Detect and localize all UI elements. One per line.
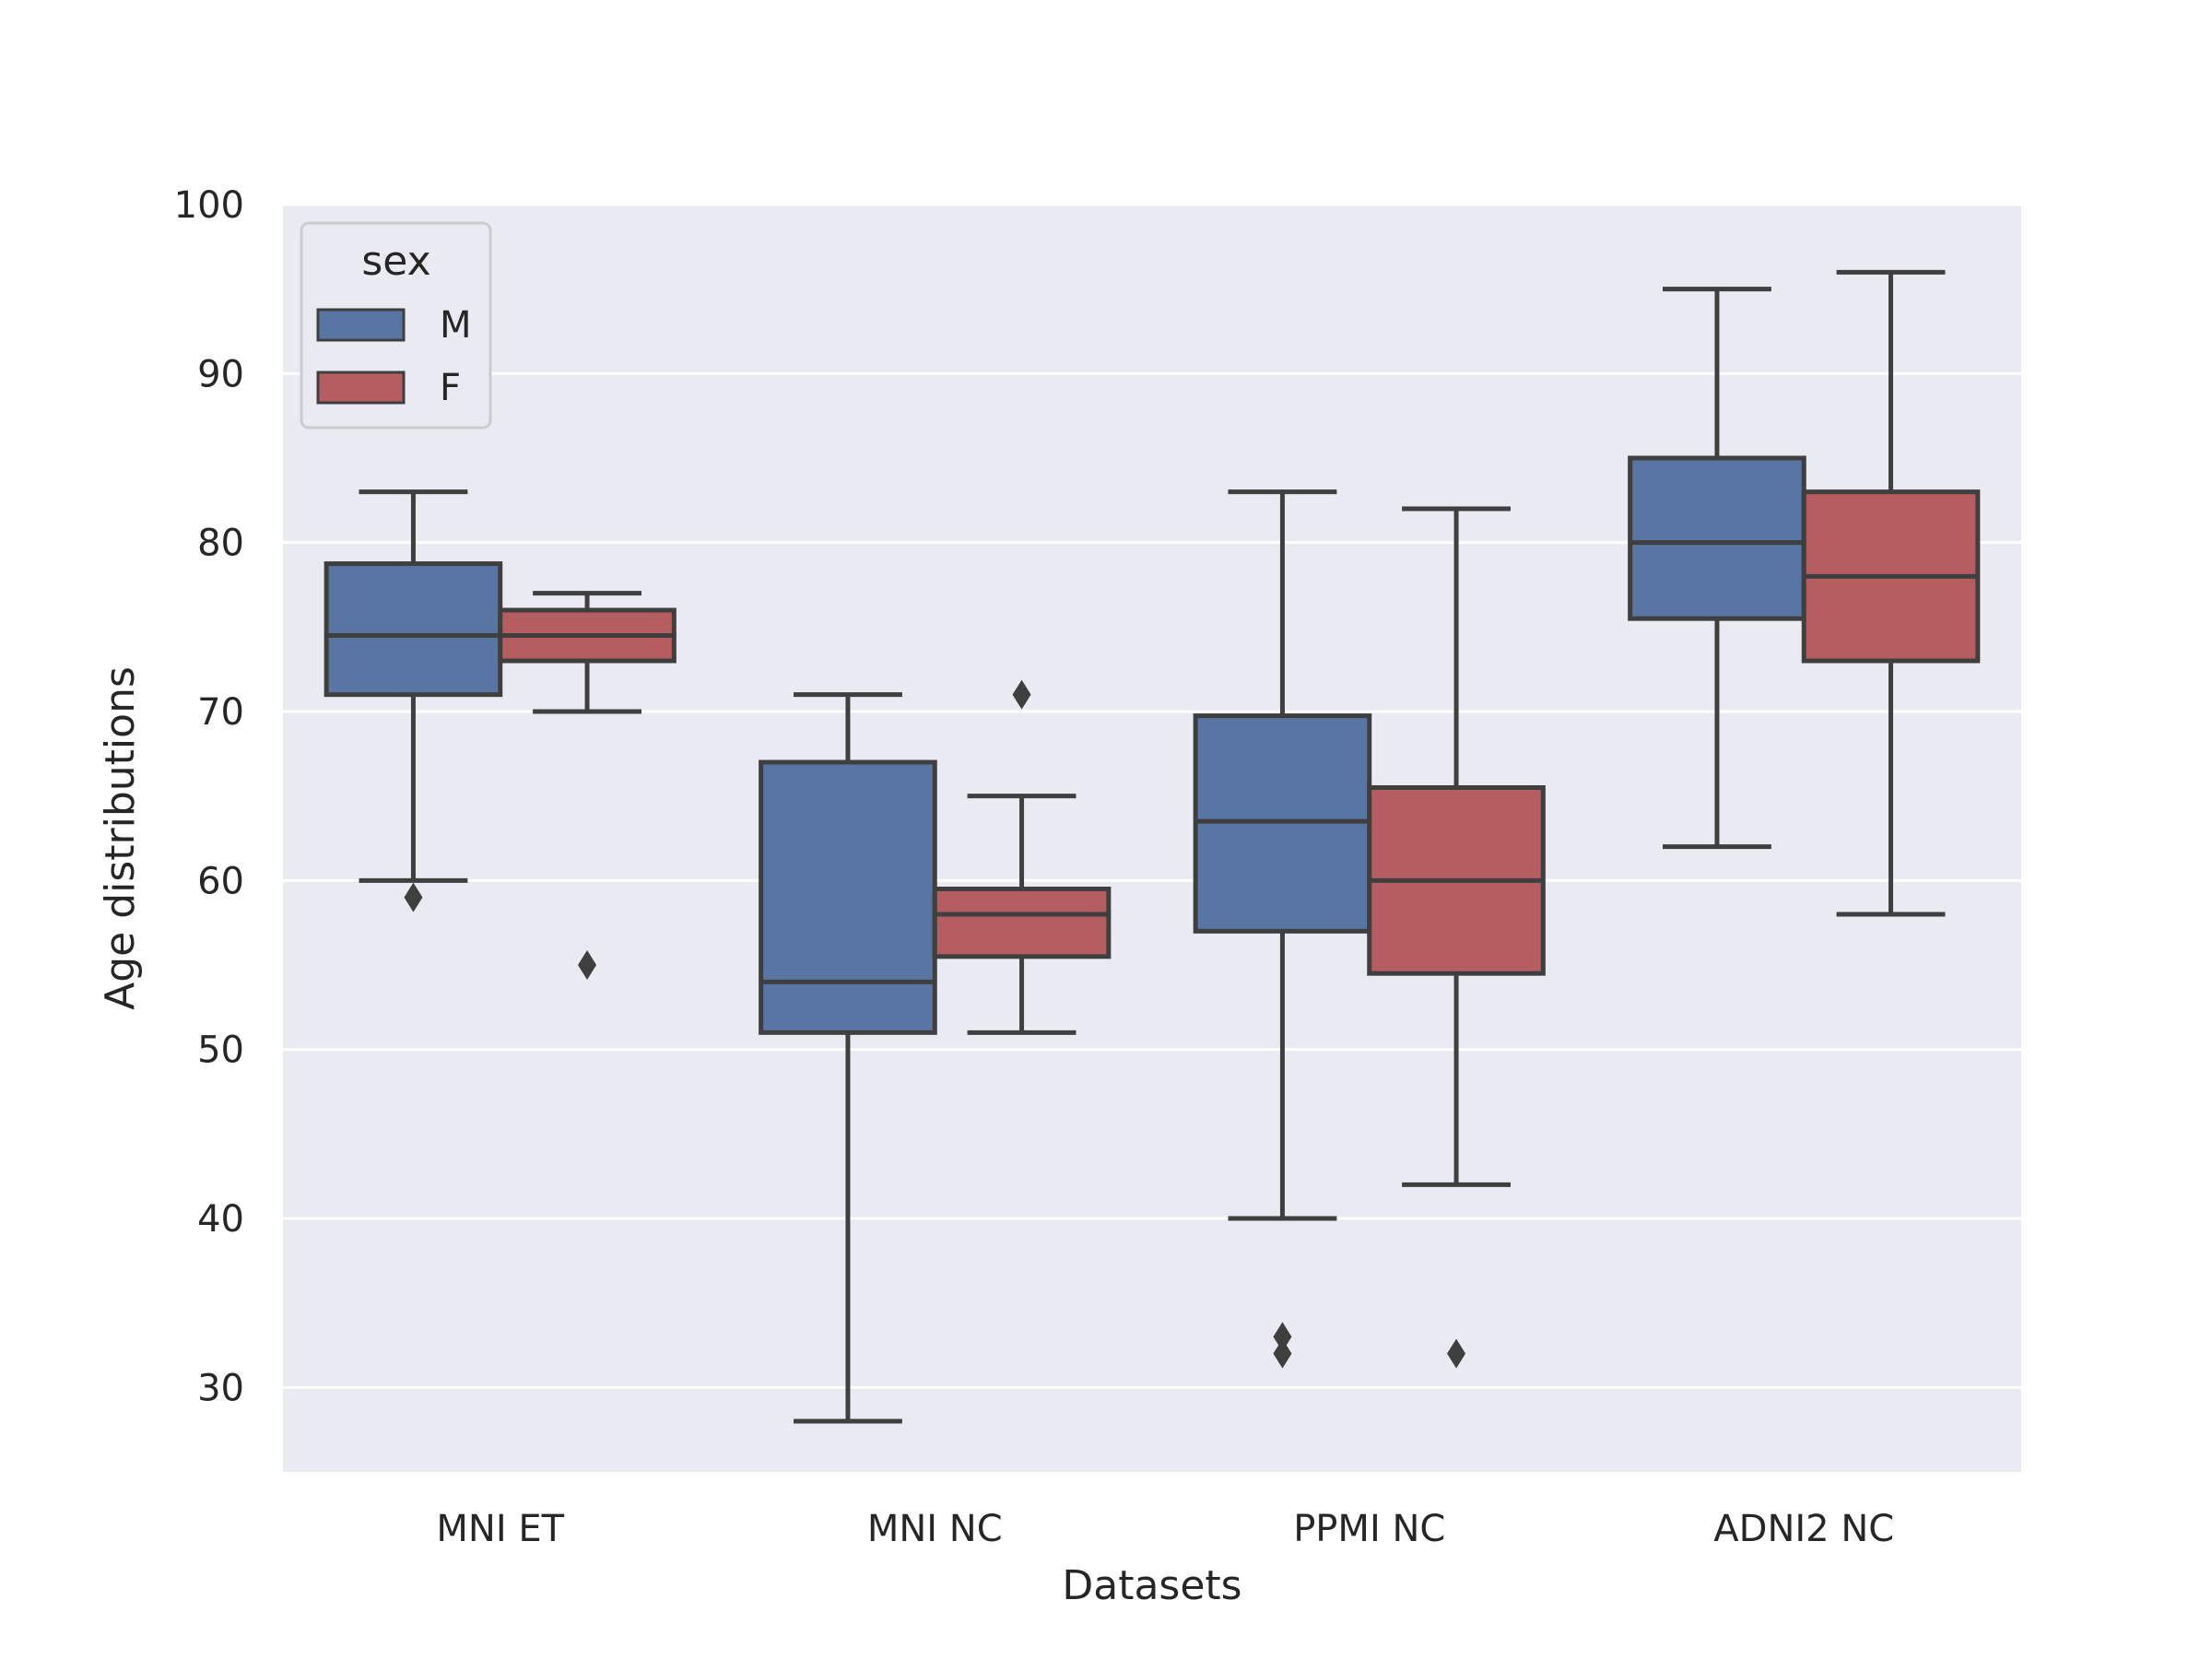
box-body xyxy=(1628,455,1806,621)
box-m-adni2-nc xyxy=(1628,287,1806,850)
x-tick-label: MNI ET xyxy=(436,1508,564,1550)
box-f-ppmi-nc xyxy=(1367,506,1546,1369)
box-f-mni-et xyxy=(498,591,677,980)
y-axis-ticks: 30 40 50 60 70 80 90 100 xyxy=(174,184,244,1409)
outlier-point xyxy=(1447,1338,1466,1369)
legend-title: sex xyxy=(361,238,430,285)
x-tick-label: ADNI2 NC xyxy=(1713,1508,1894,1550)
boxes xyxy=(324,269,1981,1424)
outlier-point xyxy=(578,950,597,980)
outlier-point xyxy=(1273,1322,1292,1352)
box-body xyxy=(324,561,503,698)
legend-swatch-m xyxy=(316,308,406,342)
y-tick-label: 60 xyxy=(197,860,244,902)
box-f-adni2-nc xyxy=(1801,269,1981,917)
box-m-mni-nc xyxy=(759,692,937,1424)
outlier-point xyxy=(1012,679,1031,710)
box-body xyxy=(759,759,937,1035)
y-axis-label: Age distributions xyxy=(97,666,144,1010)
box-f-mni-nc xyxy=(932,679,1112,1035)
box-m-mni-et xyxy=(324,489,503,912)
y-tick-label: 50 xyxy=(197,1030,244,1072)
y-tick-label: 80 xyxy=(197,523,244,565)
legend-label-m: M xyxy=(440,304,472,347)
plot-area xyxy=(283,205,2021,1472)
y-tick-label: 70 xyxy=(197,691,244,734)
y-tick-label: 100 xyxy=(174,184,244,227)
y-tick-label: 40 xyxy=(197,1198,244,1241)
legend: sex M F xyxy=(300,221,492,429)
x-axis-ticks: MNI ET MNI NC PPMI NC ADNI2 NC xyxy=(436,1508,1894,1550)
box-m-ppmi-nc xyxy=(1193,489,1372,1369)
legend-swatch-f xyxy=(316,371,406,405)
y-tick-label: 30 xyxy=(197,1367,244,1409)
y-tick-label: 90 xyxy=(197,353,244,395)
x-tick-label: PPMI NC xyxy=(1293,1508,1445,1550)
box-body xyxy=(932,887,1112,959)
outlier-point xyxy=(1273,1338,1292,1369)
x-axis-label: Datasets xyxy=(1062,1562,1241,1609)
legend-label-f: F xyxy=(440,367,461,409)
outlier-point xyxy=(404,882,423,912)
x-tick-label: MNI NC xyxy=(867,1508,1003,1550)
